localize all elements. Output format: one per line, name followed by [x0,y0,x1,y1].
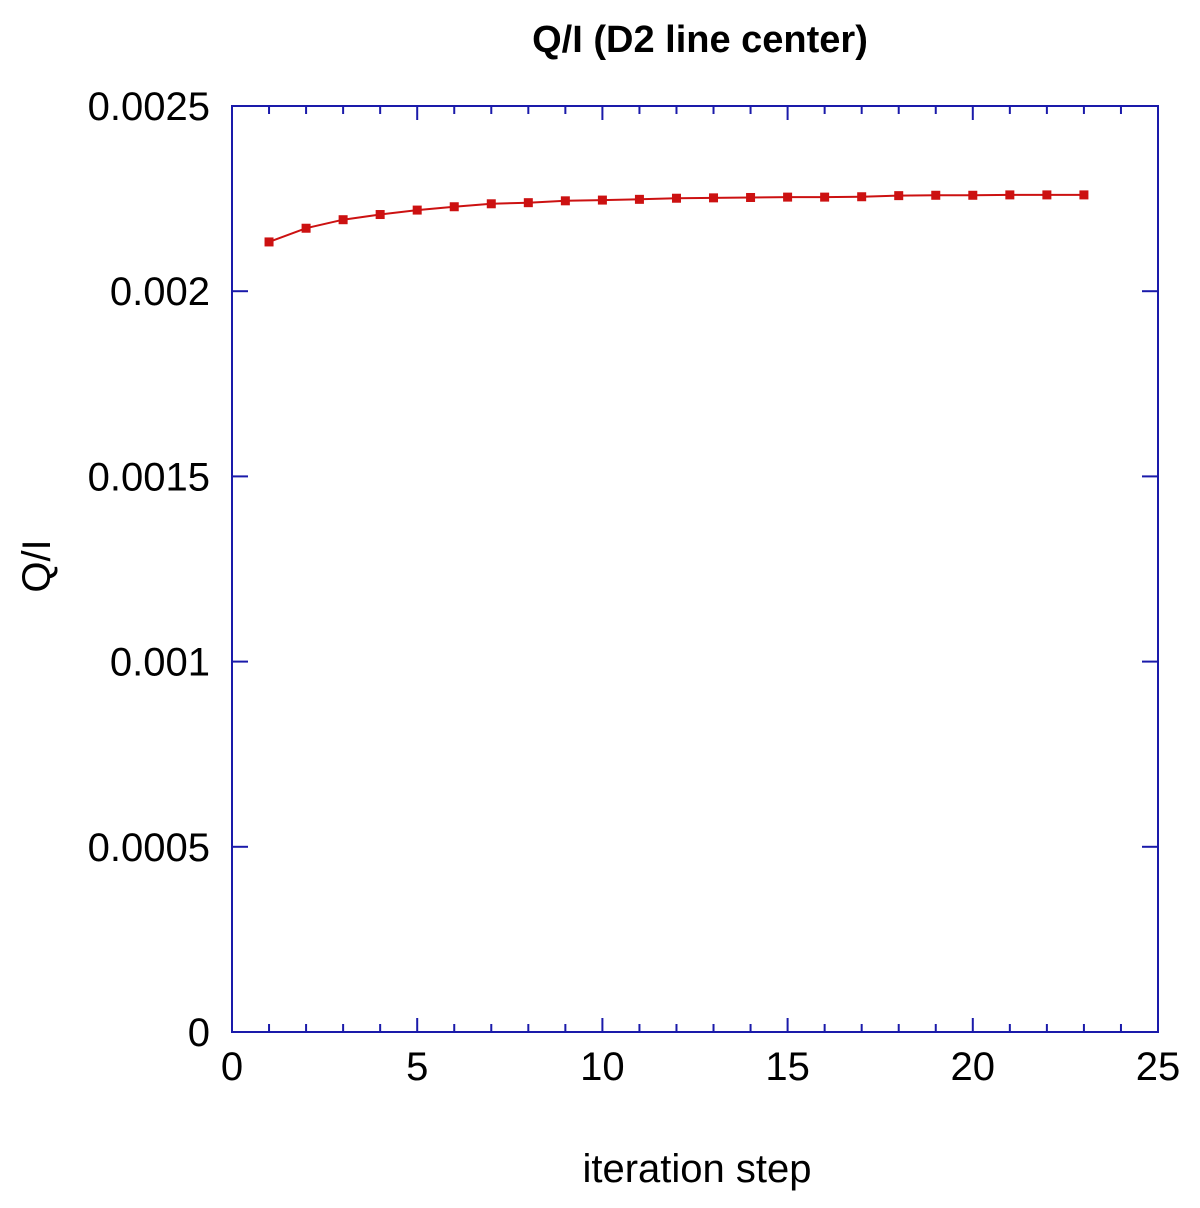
plot-frame [231,105,1159,1033]
y-axis-label: Q/I [15,539,59,592]
y-tick-label: 0.002 [110,270,210,314]
data-point [375,210,385,220]
data-point [560,196,570,206]
y-tick-label: 0.001 [110,641,210,685]
x-tick-label: 5 [406,1045,428,1089]
data-point [338,215,348,225]
axis-ticks [232,106,1158,1032]
data-point [1005,190,1015,200]
x-tick-label: 0 [221,1045,243,1089]
data-point [597,195,607,205]
data-point [820,192,830,202]
y-tick-label: 0.0005 [88,826,210,870]
data-point [746,192,756,202]
data-point [1079,190,1089,200]
data-point [634,194,644,204]
data-point [301,223,311,233]
data-point [671,193,681,203]
y-tick-label: 0.0015 [88,455,210,499]
data-point [968,190,978,200]
chart-title: Q/I (D2 line center) [532,19,868,61]
data-point [709,193,719,203]
data-point [857,192,867,202]
data-point [264,237,274,247]
data-point [412,205,422,215]
y-tick-label: 0 [188,1011,210,1055]
tick-labels: 0 5 10 15 20 25 0 0.0005 0.001 0.0015 0.002 0.0025 [88,85,1181,1089]
data-series [264,190,1089,247]
x-tick-label: 15 [765,1045,810,1089]
data-point [486,199,496,209]
x-axis-label: iteration step [582,1147,811,1191]
data-point [894,191,904,201]
y-tick-label: 0.0025 [88,85,210,129]
x-tick-label: 25 [1136,1045,1181,1089]
data-point [783,192,793,202]
x-tick-label: 20 [951,1045,996,1089]
data-point [931,190,941,200]
x-tick-label: 10 [580,1045,625,1089]
data-point [1042,190,1052,200]
data-point [523,198,533,208]
data-point [449,202,459,212]
